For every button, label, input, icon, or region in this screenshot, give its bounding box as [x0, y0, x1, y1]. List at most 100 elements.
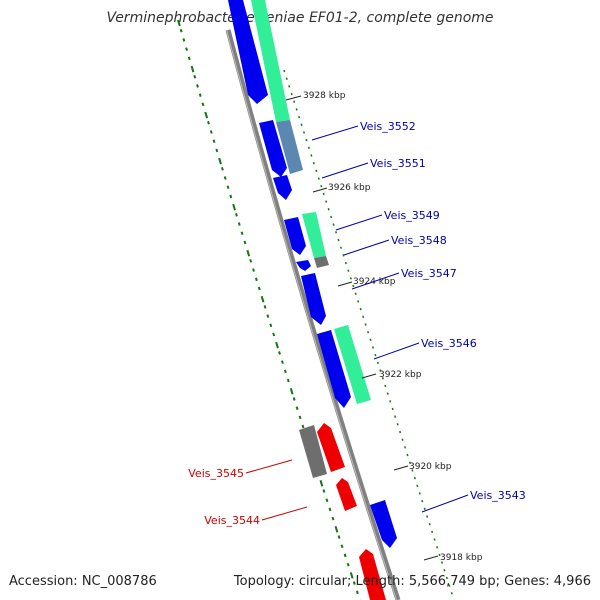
gc-skew-mark: [337, 535, 341, 539]
cds-block[interactable]: [284, 217, 306, 255]
tick-guide-dot: [305, 138, 308, 142]
gc-skew-mark: [257, 286, 261, 291]
tick-mark: [285, 95, 302, 101]
cog-block[interactable]: [251, 0, 290, 122]
cds-block[interactable]: [259, 120, 287, 177]
gc-skew-mark: [325, 498, 329, 503]
tick-guide-dot: [450, 592, 453, 595]
cds-block[interactable]: [273, 175, 292, 200]
gene-label[interactable]: Veis_3547: [401, 267, 457, 280]
tick-label: 3922 kbp: [379, 370, 422, 380]
gc-skew-mark: [212, 139, 216, 143]
cog-block[interactable]: [314, 256, 329, 268]
gc-skew-mark: [229, 194, 233, 199]
tick-guide-dot: [448, 584, 451, 587]
gene-label[interactable]: Veis_3544: [204, 514, 260, 527]
tick-guide-dot: [381, 377, 384, 380]
gene-label[interactable]: Veis_3552: [360, 120, 416, 133]
cog-block[interactable]: [299, 425, 327, 478]
tick-guide-dot: [408, 461, 411, 464]
cog-block[interactable]: [334, 325, 371, 404]
genome-summary-text: Topology: circular; Length: 5,566,749 bp…: [233, 574, 591, 589]
tick-guide-dot: [359, 307, 362, 311]
tick-guide-dot: [322, 192, 325, 196]
gc-skew-mark: [196, 84, 199, 88]
tick-guide-dot: [337, 238, 340, 242]
gc-skew-mark: [187, 56, 191, 61]
cds-block[interactable]: [317, 423, 345, 472]
gc-skew-mark: [331, 516, 335, 521]
tick-guide-dot: [386, 392, 389, 395]
gene-label[interactable]: Veis_3543: [470, 489, 526, 502]
tick-guide-dot: [445, 576, 448, 580]
tick-guide-dot: [293, 100, 296, 103]
gc-skew-mark: [182, 38, 186, 42]
tick-guide-dot: [426, 515, 429, 518]
cds-block[interactable]: [228, 0, 268, 104]
leader-line: [321, 162, 369, 179]
cds-block[interactable]: [336, 478, 357, 511]
cds-track: [228, 0, 397, 600]
tick-guide-dot: [312, 161, 315, 165]
gc-skew-mark: [281, 360, 284, 364]
tick-label: 3928 kbp: [303, 91, 346, 101]
gc-skew-mark: [355, 590, 359, 595]
gene-label[interactable]: Veis_3546: [421, 337, 477, 350]
tick-guide-dot: [404, 446, 407, 449]
tick-guide-dot: [288, 85, 291, 88]
tick-guide-dot: [406, 453, 409, 457]
gc-skew-mark: [260, 295, 265, 303]
cds-block[interactable]: [359, 549, 386, 600]
cog-block[interactable]: [302, 212, 326, 258]
cds-block[interactable]: [301, 273, 326, 325]
tick-guide-dot: [320, 185, 323, 188]
gc-skew-mark: [322, 489, 326, 493]
tick-guide-dot: [295, 108, 298, 111]
tick-guide-dot: [399, 430, 402, 434]
tick-guide-dot: [302, 131, 306, 134]
gc-skew-mark: [249, 259, 253, 263]
tick-guide-dot: [307, 146, 310, 150]
tick-guide-dot: [371, 346, 375, 349]
tick-guide-dot: [396, 423, 399, 426]
gc-skew-mark: [185, 47, 188, 51]
tick-guide-dot: [332, 223, 335, 226]
gene-label[interactable]: Veis_3549: [384, 209, 440, 222]
cds-block[interactable]: [296, 260, 311, 271]
gc-skew-mark: [334, 526, 339, 533]
gc-skew-mark: [340, 544, 344, 549]
tick-label: 3918 kbp: [440, 553, 483, 563]
tick-guide-dot: [347, 269, 350, 272]
gc-skew-mark: [346, 562, 350, 567]
gc-skew-mark: [198, 93, 202, 97]
tick-guide-dot: [300, 123, 303, 126]
gc-skew-mark: [254, 277, 258, 282]
tick-guide-dot: [339, 246, 342, 249]
gc-skew-mark: [190, 65, 195, 73]
tick-guide-dot: [416, 484, 419, 487]
tick-guide-dot: [344, 261, 347, 265]
gc-skew-mark: [286, 378, 290, 383]
tick-guide-dot: [423, 507, 426, 511]
gc-skew-mark: [209, 130, 213, 134]
tick-guide-dot: [438, 553, 441, 557]
cog-block[interactable]: [276, 120, 303, 174]
gc-skew-mark: [201, 102, 205, 107]
leader-line: [311, 125, 359, 141]
tick-guide-dot: [364, 323, 367, 326]
tick-mark: [361, 373, 377, 379]
gene-label[interactable]: Veis_3551: [370, 157, 426, 170]
gc-skew-mark: [295, 406, 299, 410]
cds-block[interactable]: [370, 500, 397, 548]
cds-block[interactable]: [317, 330, 351, 408]
leader-line: [421, 494, 469, 513]
tick-label: 3920 kbp: [409, 462, 452, 472]
tick-guide-dot: [436, 546, 439, 549]
leader-line: [373, 342, 420, 360]
tick-guide-dot: [428, 522, 431, 526]
gene-label[interactable]: Veis_3548: [391, 234, 447, 247]
gene-label[interactable]: Veis_3545: [188, 467, 244, 480]
tick-guide-dot: [325, 200, 328, 203]
tick-guide-dot: [342, 254, 345, 257]
tick-mark: [423, 555, 439, 561]
